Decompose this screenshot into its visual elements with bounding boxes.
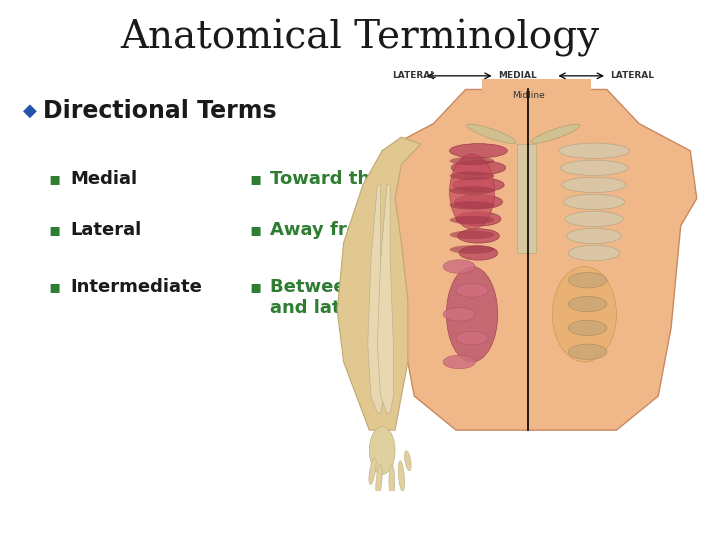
Ellipse shape: [568, 344, 607, 360]
Ellipse shape: [449, 216, 495, 224]
Ellipse shape: [443, 307, 475, 321]
Text: Lateral: Lateral: [71, 221, 142, 239]
Ellipse shape: [568, 273, 607, 288]
Text: Midline: Midline: [512, 91, 544, 100]
Text: Directional Terms: Directional Terms: [43, 99, 276, 123]
Ellipse shape: [389, 464, 395, 498]
Ellipse shape: [405, 451, 411, 471]
Ellipse shape: [568, 245, 620, 261]
Text: LATERAL: LATERAL: [392, 71, 436, 80]
Text: ▪: ▪: [249, 278, 262, 296]
Text: MEDIAL: MEDIAL: [498, 71, 536, 80]
Ellipse shape: [449, 154, 495, 229]
Ellipse shape: [449, 245, 495, 254]
Ellipse shape: [449, 144, 508, 158]
Ellipse shape: [467, 124, 516, 143]
Ellipse shape: [376, 464, 382, 498]
Text: Medial: Medial: [71, 170, 138, 188]
Text: LATERAL: LATERAL: [610, 71, 654, 80]
Ellipse shape: [568, 296, 607, 312]
Bar: [517, 144, 536, 253]
Text: Away from midline: Away from midline: [270, 221, 459, 239]
Ellipse shape: [531, 124, 580, 143]
Ellipse shape: [456, 284, 488, 297]
Text: ▪: ▪: [48, 221, 60, 239]
Ellipse shape: [443, 355, 475, 369]
Ellipse shape: [454, 195, 503, 209]
Polygon shape: [337, 137, 420, 430]
Ellipse shape: [449, 157, 495, 165]
Text: ▪: ▪: [249, 221, 262, 239]
Ellipse shape: [449, 186, 495, 195]
Ellipse shape: [568, 320, 607, 335]
Text: Between medial
and lateral: Between medial and lateral: [270, 278, 433, 317]
Ellipse shape: [453, 178, 504, 192]
Text: Intermediate: Intermediate: [71, 278, 202, 296]
Ellipse shape: [398, 461, 405, 491]
Text: ▪: ▪: [48, 278, 60, 296]
Polygon shape: [368, 185, 384, 413]
Polygon shape: [376, 90, 697, 430]
Ellipse shape: [449, 231, 495, 239]
Ellipse shape: [369, 427, 395, 474]
Text: ◆: ◆: [23, 102, 37, 120]
Ellipse shape: [552, 267, 616, 362]
Ellipse shape: [449, 201, 495, 210]
Polygon shape: [377, 185, 393, 413]
Ellipse shape: [369, 457, 376, 484]
Bar: [482, 79, 591, 100]
Ellipse shape: [565, 211, 623, 227]
Ellipse shape: [562, 177, 626, 193]
Ellipse shape: [459, 246, 498, 260]
Text: Anatomical Terminology: Anatomical Terminology: [120, 19, 600, 57]
Ellipse shape: [560, 160, 628, 176]
Ellipse shape: [559, 143, 629, 158]
Ellipse shape: [564, 194, 624, 210]
Ellipse shape: [456, 212, 501, 226]
Ellipse shape: [456, 332, 488, 345]
Text: Toward the midline: Toward the midline: [270, 170, 464, 188]
Text: ▪: ▪: [48, 170, 60, 188]
Ellipse shape: [458, 229, 500, 243]
Ellipse shape: [443, 260, 475, 273]
Ellipse shape: [567, 228, 621, 244]
Ellipse shape: [451, 161, 505, 175]
Text: ▪: ▪: [249, 170, 262, 188]
Ellipse shape: [446, 267, 498, 362]
Ellipse shape: [449, 172, 495, 180]
